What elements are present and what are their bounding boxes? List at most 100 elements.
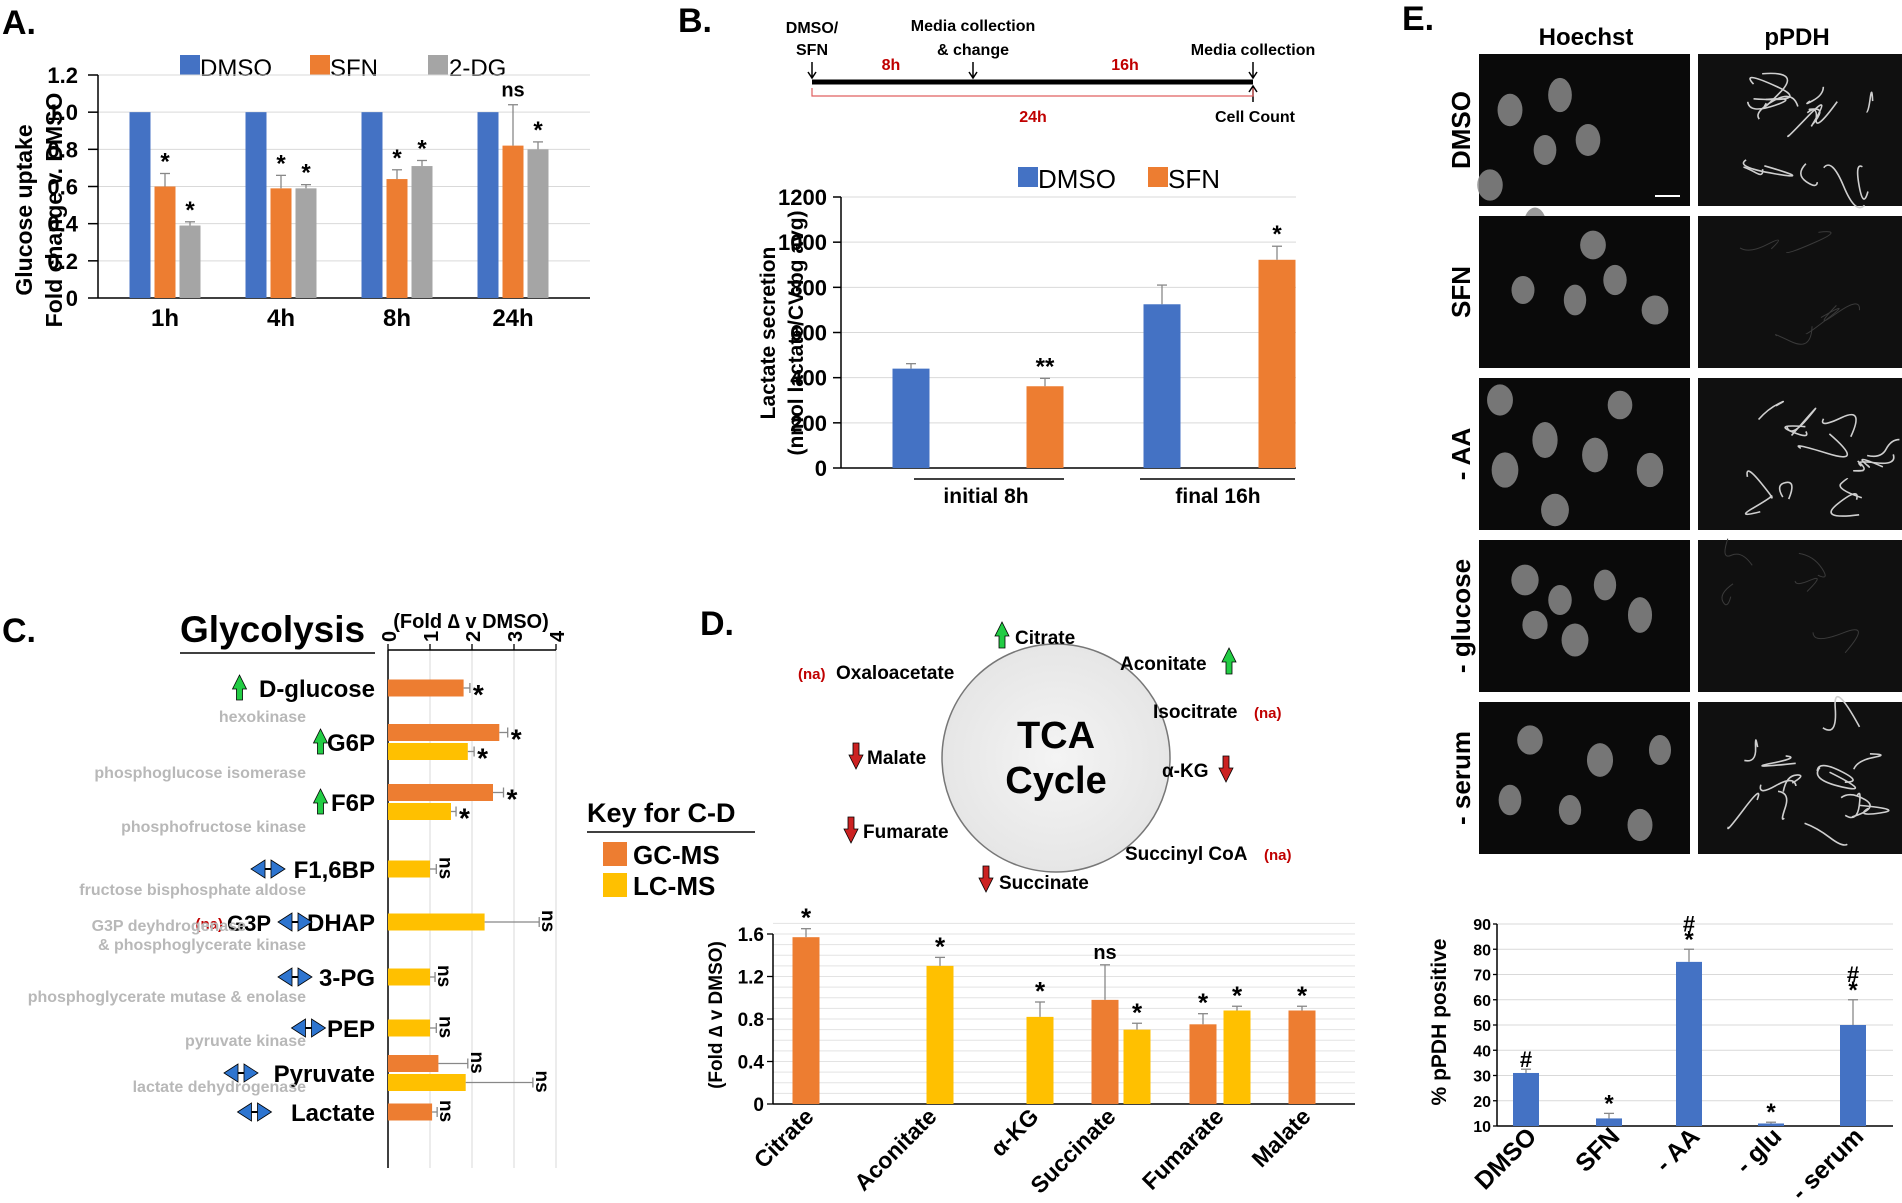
- tca-isocitrate: Isocitrate: [1153, 702, 1237, 723]
- tca-malate: Malate: [867, 748, 926, 769]
- chart-c-up-icon: [312, 788, 329, 815]
- mitochondria-signal: [1806, 86, 1825, 105]
- mitochondria-signal: [1866, 438, 1900, 458]
- chart-c-bar: [388, 724, 500, 741]
- legend-a-2dg: 2-DG: [449, 55, 506, 82]
- chart-b-ytick: 400: [790, 366, 827, 391]
- chart-c-bar: [388, 968, 430, 986]
- chart-a-ytick: 1.2: [47, 63, 78, 88]
- tca-fumarate-down-icon: [843, 816, 859, 844]
- chart-e-annotation: *: [1766, 1099, 1776, 1126]
- chart-a-ytick: 0.4: [47, 212, 78, 237]
- nucleus: [1558, 794, 1582, 826]
- chart-c-bar: [388, 803, 451, 820]
- chart-c-up-icon: [312, 728, 329, 755]
- nucleus: [1491, 452, 1519, 488]
- mitochondria-signal: [1853, 752, 1882, 770]
- nucleus: [1548, 77, 1572, 113]
- chart-c-enzyme: lactate dehydrogenase: [133, 1079, 307, 1096]
- legend-key-gc-swatch: [603, 842, 627, 866]
- chart-c-xtick: 2: [463, 631, 485, 642]
- legend-key: Key for C-D GC-MS LC-MS: [587, 798, 755, 901]
- mitochondria-signal: [1777, 790, 1788, 820]
- chart-a-annotation: ns: [501, 80, 524, 102]
- chart-c-enzyme: & phosphoglycerate kinase: [98, 937, 306, 954]
- chart-c-bar: [388, 743, 468, 760]
- chart-d-bar: [1288, 1010, 1316, 1104]
- legend-key-title: Key for C-D: [587, 798, 736, 828]
- mitochondria-signal: [1721, 583, 1734, 606]
- chart-d-xtick: Aconitate: [849, 1103, 941, 1195]
- mitochondria-signal: [1866, 91, 1874, 113]
- chart-a-xtick: 24h: [492, 305, 533, 332]
- chart-b-xtick: initial 8h: [943, 485, 1028, 508]
- chart-e-ytick: 70: [1473, 968, 1491, 985]
- chart-e-bar: [1513, 1072, 1539, 1126]
- nucleus: [1498, 784, 1522, 816]
- chart-c-enzyme: phosphoglycerate mutase & enolase: [28, 989, 306, 1006]
- mitochondria-signal: [1746, 470, 1773, 499]
- chart-d-annotation: *: [1232, 980, 1243, 1010]
- chart-c-annotation: ns: [531, 1071, 552, 1093]
- tca-succcoa-na: (na): [1264, 847, 1292, 864]
- chart-e-ytick: 10: [1473, 1119, 1491, 1136]
- chart-a-ytick: 0.8: [47, 137, 78, 162]
- tca-succcoa: Succinyl CoA: [1125, 844, 1248, 865]
- mitochondria-signal: [1757, 95, 1799, 120]
- mitochondria-signal: [1812, 629, 1859, 654]
- chart-d-annotation: ns: [1093, 942, 1116, 964]
- nucleus: [1603, 264, 1627, 296]
- nucleus: [1517, 725, 1543, 755]
- chart-a-annotation: *: [185, 197, 195, 224]
- chart-c-enzyme: fructose bisphosphate aldose: [79, 882, 306, 899]
- chart-d-bar: [1223, 1010, 1251, 1104]
- legend-a-dmso-swatch: [180, 55, 200, 75]
- chart-c-metabolite: Pyruvate: [274, 1061, 375, 1088]
- chart-c-annotation: ns: [537, 910, 558, 932]
- nucleus: [1541, 493, 1569, 527]
- mitochondria-signal: [1805, 307, 1840, 335]
- legend-b-dmso-swatch: [1018, 167, 1038, 187]
- panel-c: C. Glycolysis (Fold ∆ v DMSO) 0 1 2 3 4 D-glu…: [2, 609, 755, 1168]
- mitochondria-signal: [1797, 433, 1848, 458]
- mitochondria-signal: [1785, 231, 1832, 254]
- chart-b-ytick: 200: [790, 411, 827, 436]
- nucleus: [1586, 743, 1614, 777]
- micro-row-label: - AA: [1446, 428, 1476, 481]
- micro-row-label: DMSO: [1446, 91, 1476, 169]
- micro-row-label: - serum: [1446, 731, 1476, 825]
- nucleus: [1636, 452, 1664, 488]
- chart-d-bar: [1026, 1016, 1054, 1104]
- chart-a-bar: [270, 188, 292, 298]
- chart-a-bar: [386, 179, 408, 298]
- chart-e-xtick: SFN: [1570, 1122, 1625, 1177]
- chart-d-annotation: *: [1297, 980, 1308, 1010]
- mitochondria-signal: [1816, 766, 1857, 790]
- chart-e-ytick: 40: [1473, 1043, 1491, 1060]
- chart-c-annotation: ns: [433, 965, 454, 987]
- chart-a-ytick: 0: [66, 286, 78, 311]
- chart-c-annotation: ns: [434, 857, 455, 879]
- tca-aconitate-up-icon: [1221, 647, 1237, 675]
- nucleus: [1533, 135, 1557, 165]
- nucleus: [1477, 169, 1503, 201]
- mitochondria-signal: [1743, 166, 1764, 176]
- chart-c-enzyme: phosphofructose kinase: [121, 819, 306, 836]
- mitochondria-signal: [1830, 493, 1860, 517]
- chart-a-bar: [245, 112, 267, 299]
- chart-d-ytick: 1.2: [738, 968, 764, 989]
- nucleus: [1563, 284, 1587, 316]
- micrograph-panel: [1479, 702, 1690, 854]
- nucleus: [1593, 569, 1617, 601]
- chart-e-ytick: 20: [1473, 1094, 1491, 1111]
- chart-d-bar: [1189, 1024, 1217, 1104]
- chart-a-annotation: *: [276, 150, 286, 177]
- chart-c-annotation: *: [477, 743, 488, 774]
- chart-c-metabolite: PEP: [327, 1016, 375, 1043]
- chart-a-ylabel2: Fold change v. DMSO: [41, 93, 67, 328]
- nucleus: [1607, 390, 1633, 420]
- chart-b-ytick: 0: [815, 456, 827, 481]
- nucleus: [1522, 610, 1548, 640]
- chart-b-ytick: 600: [790, 321, 827, 346]
